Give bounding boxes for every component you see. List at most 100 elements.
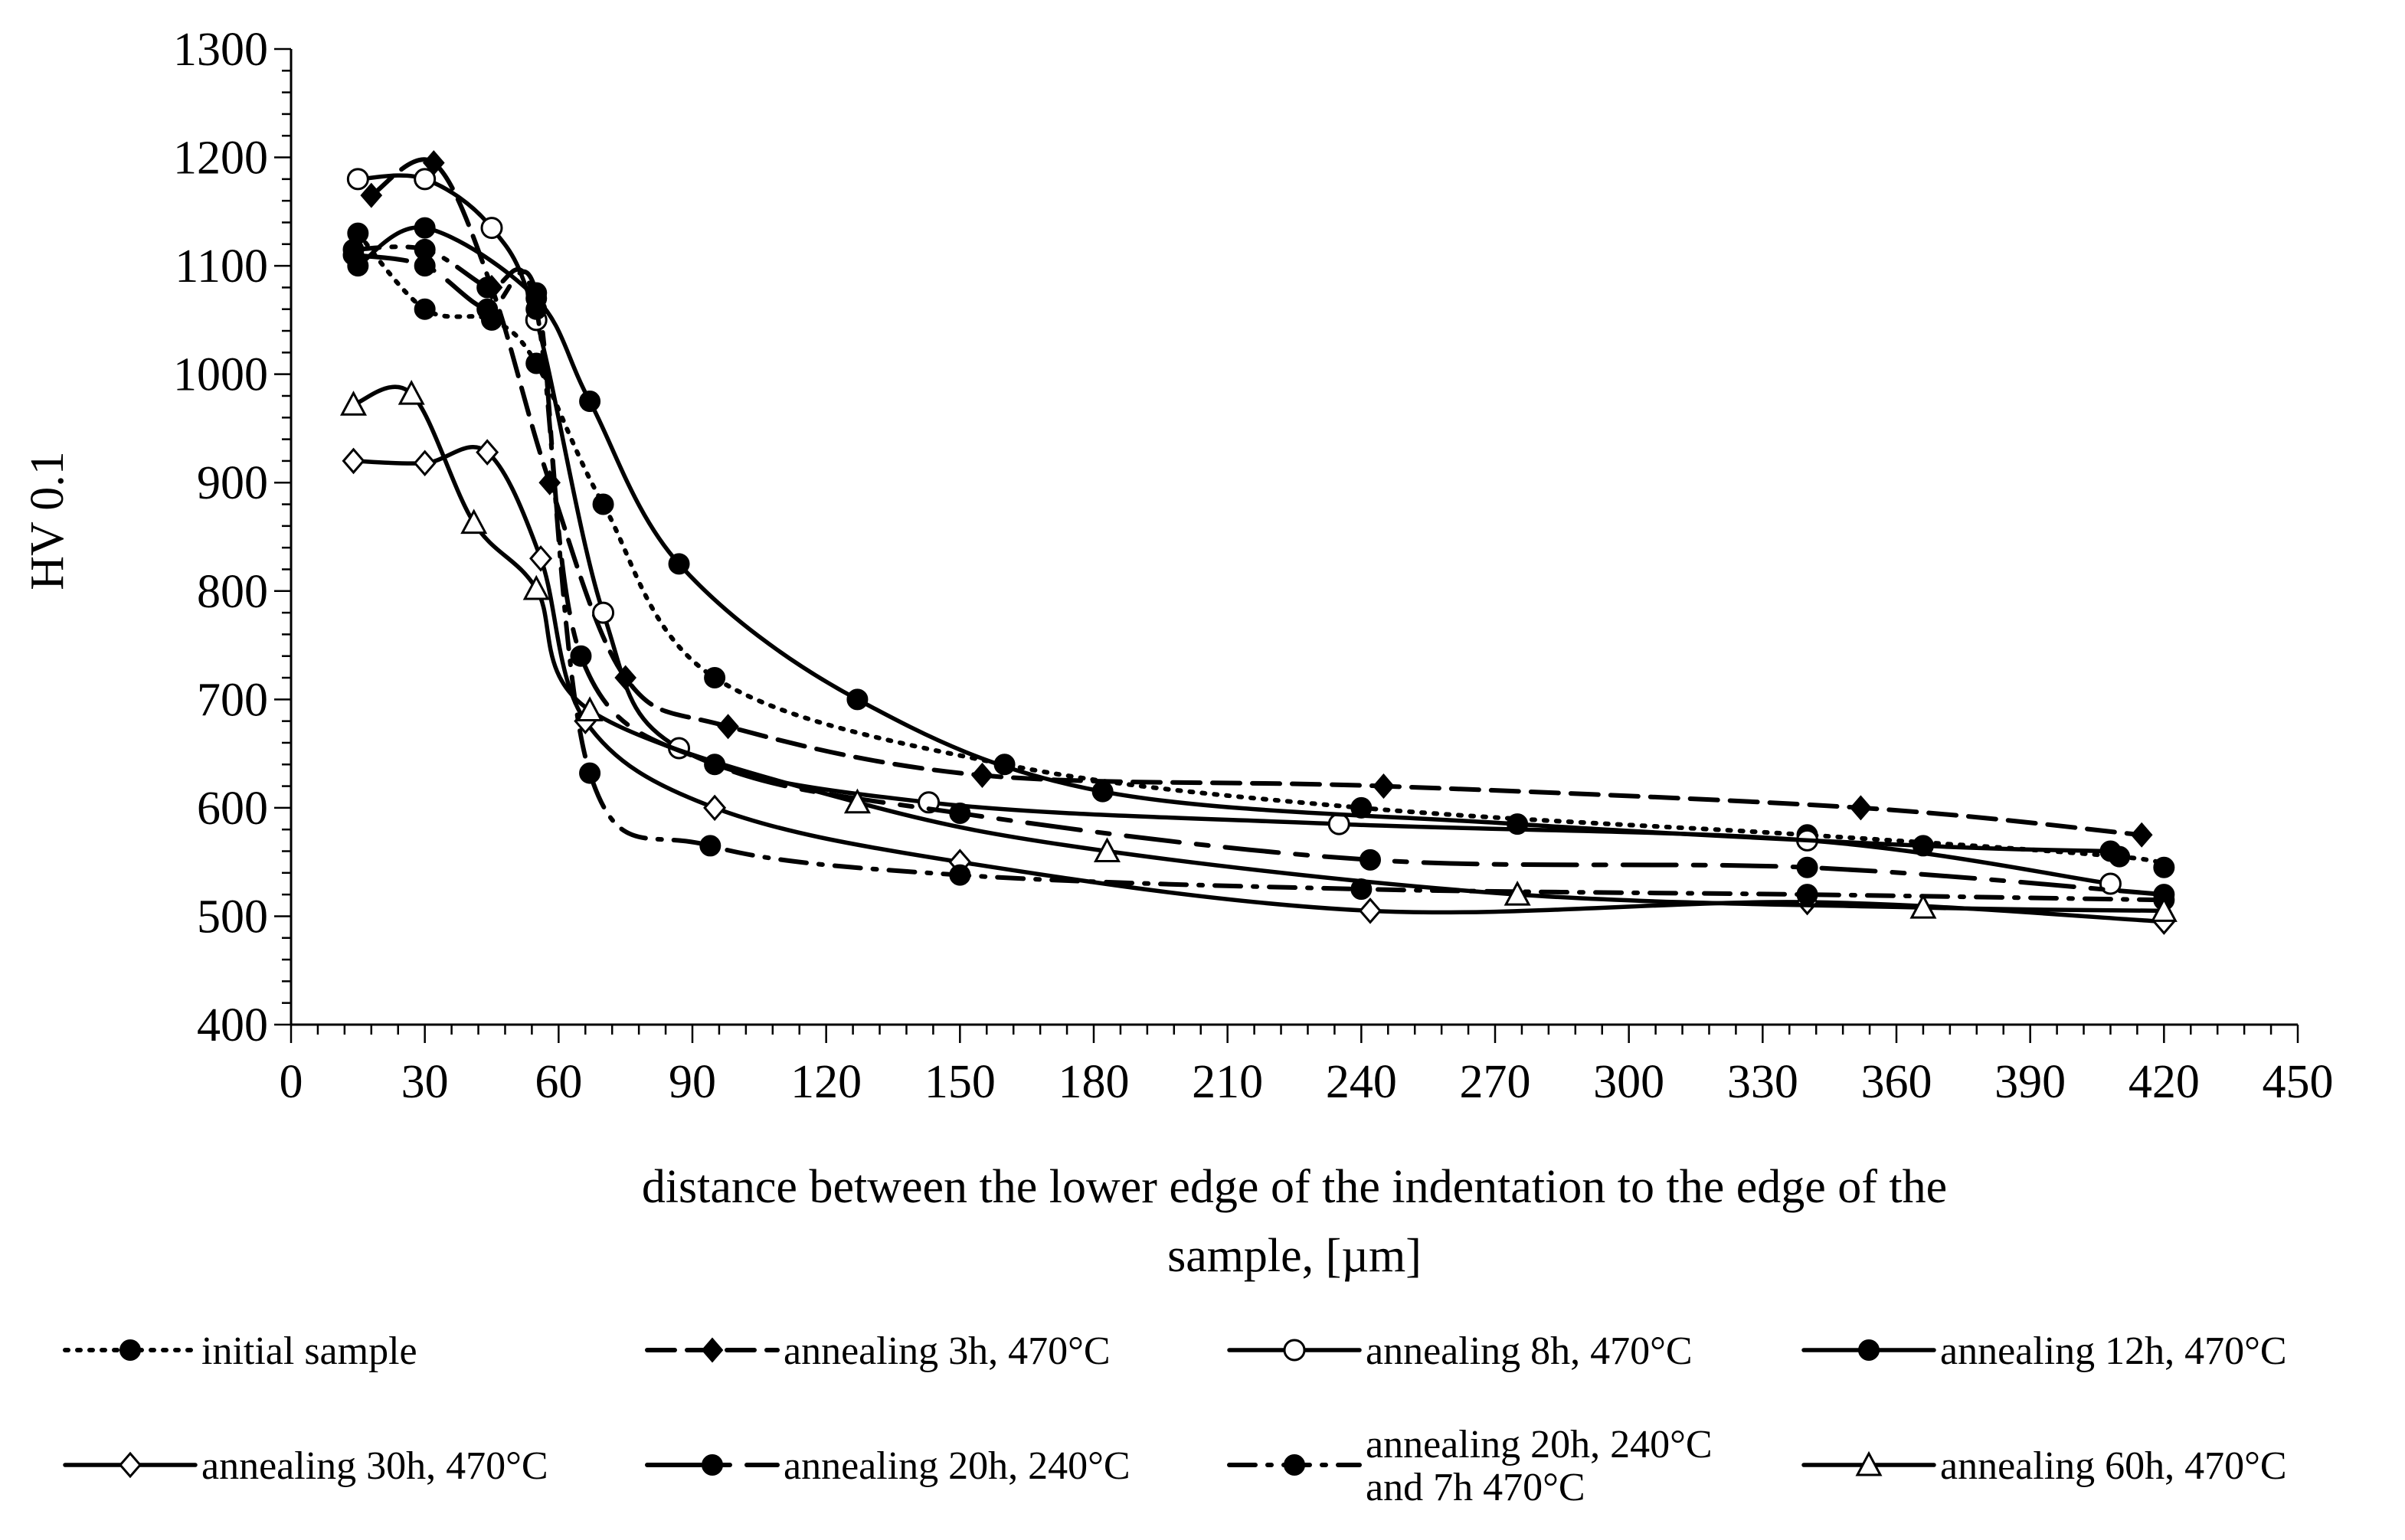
data-point bbox=[1504, 880, 1531, 906]
legend-entry: annealing 60h, 470°C bbox=[1801, 1444, 2287, 1488]
data-point bbox=[1912, 835, 1934, 857]
series-8 bbox=[340, 379, 2178, 922]
data-point bbox=[480, 217, 503, 240]
legend-label: annealing 20h, 240°C bbox=[1366, 1423, 1713, 1466]
data-point bbox=[949, 802, 971, 824]
legend-label: initial sample bbox=[201, 1329, 417, 1373]
data-point bbox=[1909, 893, 1937, 919]
x-tick-label: 330 bbox=[1727, 1056, 1798, 1108]
legend-label: annealing 60h, 470°C bbox=[1940, 1444, 2287, 1488]
y-tick-label: 500 bbox=[197, 891, 268, 943]
legend-label: annealing 20h, 240°C bbox=[784, 1444, 1131, 1488]
data-point bbox=[2099, 872, 2122, 895]
legend-label: annealing 3h, 470°C bbox=[784, 1329, 1111, 1373]
legend-marker bbox=[1855, 1450, 1883, 1476]
series-line bbox=[355, 231, 2167, 870]
data-point bbox=[703, 794, 727, 822]
data-point bbox=[699, 835, 722, 857]
x-tick-label: 0 bbox=[280, 1056, 303, 1108]
x-tick-label: 420 bbox=[2129, 1056, 2200, 1108]
data-point bbox=[398, 379, 425, 405]
x-tick-label: 300 bbox=[1593, 1056, 1664, 1108]
data-point bbox=[1091, 780, 1114, 803]
data-point bbox=[2150, 897, 2178, 922]
x-tick-label: 240 bbox=[1326, 1056, 1397, 1108]
data-point bbox=[592, 493, 614, 515]
data-point bbox=[414, 298, 436, 320]
legend-label: and 7h 470°C bbox=[1366, 1466, 1585, 1509]
data-point bbox=[1093, 837, 1121, 863]
legend-marker bbox=[1283, 1339, 1306, 1362]
legend-marker bbox=[119, 1451, 142, 1479]
data-point bbox=[2130, 822, 2153, 848]
y-tick-label: 1200 bbox=[173, 132, 268, 185]
legend-entry: annealing 8h, 470°C bbox=[1227, 1329, 1693, 1373]
data-point bbox=[2099, 840, 2122, 862]
data-point bbox=[843, 788, 871, 814]
y-tick-label: 900 bbox=[197, 457, 268, 509]
y-tick-label: 800 bbox=[197, 566, 268, 618]
y-tick-label: 600 bbox=[197, 783, 268, 835]
x-tick-label: 30 bbox=[401, 1056, 449, 1108]
data-point bbox=[476, 298, 499, 320]
data-point bbox=[717, 714, 739, 740]
data-point bbox=[414, 238, 436, 260]
legend-marker bbox=[119, 1339, 141, 1361]
data-point bbox=[460, 508, 488, 535]
legend-entry: annealing 3h, 470°C bbox=[645, 1329, 1111, 1373]
y-tick-label: 400 bbox=[197, 999, 268, 1051]
legend-marker bbox=[1858, 1339, 1880, 1361]
legend-entry: initial sample bbox=[63, 1329, 417, 1373]
data-point bbox=[704, 667, 726, 689]
x-tick-label: 270 bbox=[1460, 1056, 1531, 1108]
axes: 400 500 600 700 800 900 1000 1100 1200 1300 0 30 60 9… bbox=[173, 24, 2334, 1108]
y-axis-title: HV 0.1 bbox=[21, 451, 74, 590]
legend-entry: annealing 20h, 240°C bbox=[645, 1444, 1131, 1488]
data-point bbox=[1507, 813, 1529, 835]
series-line bbox=[355, 173, 2113, 886]
x-axis-title-line-1: distance between the lower edge of the i… bbox=[642, 1161, 1947, 1213]
series-2 bbox=[360, 150, 2153, 848]
data-point bbox=[1796, 856, 1818, 878]
data-point bbox=[525, 298, 548, 320]
data-point bbox=[346, 168, 369, 191]
data-point bbox=[414, 168, 437, 191]
x-tick-label: 60 bbox=[535, 1056, 582, 1108]
data-point bbox=[476, 276, 499, 299]
series-line bbox=[351, 252, 2167, 898]
data-point bbox=[1350, 796, 1373, 819]
data-point bbox=[1327, 813, 1350, 835]
legend: initial sample annealing 3h, 470°C anneali… bbox=[63, 1329, 2287, 1509]
x-tick-label: 390 bbox=[1994, 1056, 2066, 1108]
data-point bbox=[592, 601, 615, 624]
data-point bbox=[529, 545, 553, 572]
data-point bbox=[476, 439, 499, 466]
data-point bbox=[1359, 848, 1381, 871]
x-tick-label: 120 bbox=[790, 1056, 862, 1108]
legend-label: annealing 12h, 470°C bbox=[1940, 1329, 2287, 1373]
data-point bbox=[340, 391, 368, 416]
series-line bbox=[351, 244, 2167, 903]
data-point bbox=[342, 447, 365, 475]
legend-entry: annealing 30h, 470°C bbox=[63, 1444, 548, 1488]
data-point bbox=[570, 645, 592, 667]
data-point bbox=[576, 696, 604, 721]
data-point bbox=[579, 762, 601, 784]
legend-marker bbox=[701, 1337, 724, 1363]
legend-label: annealing 30h, 470°C bbox=[201, 1444, 548, 1488]
data-point bbox=[2153, 856, 2175, 878]
series-1 bbox=[347, 222, 2175, 878]
y-tick-label: 1100 bbox=[175, 240, 268, 293]
data-point bbox=[668, 553, 690, 575]
data-point bbox=[1796, 884, 1818, 906]
x-tick-label: 90 bbox=[669, 1056, 716, 1108]
data-series bbox=[340, 150, 2178, 935]
x-tick-label: 150 bbox=[924, 1056, 996, 1108]
series-5 bbox=[342, 439, 2176, 935]
data-point bbox=[1850, 795, 1872, 821]
legend-marker bbox=[1284, 1454, 1305, 1476]
x-tick-label: 450 bbox=[2263, 1056, 2334, 1108]
y-tick-label: 1000 bbox=[173, 349, 268, 401]
x-axis-title-line-2: sample, [µm] bbox=[1167, 1230, 1422, 1282]
